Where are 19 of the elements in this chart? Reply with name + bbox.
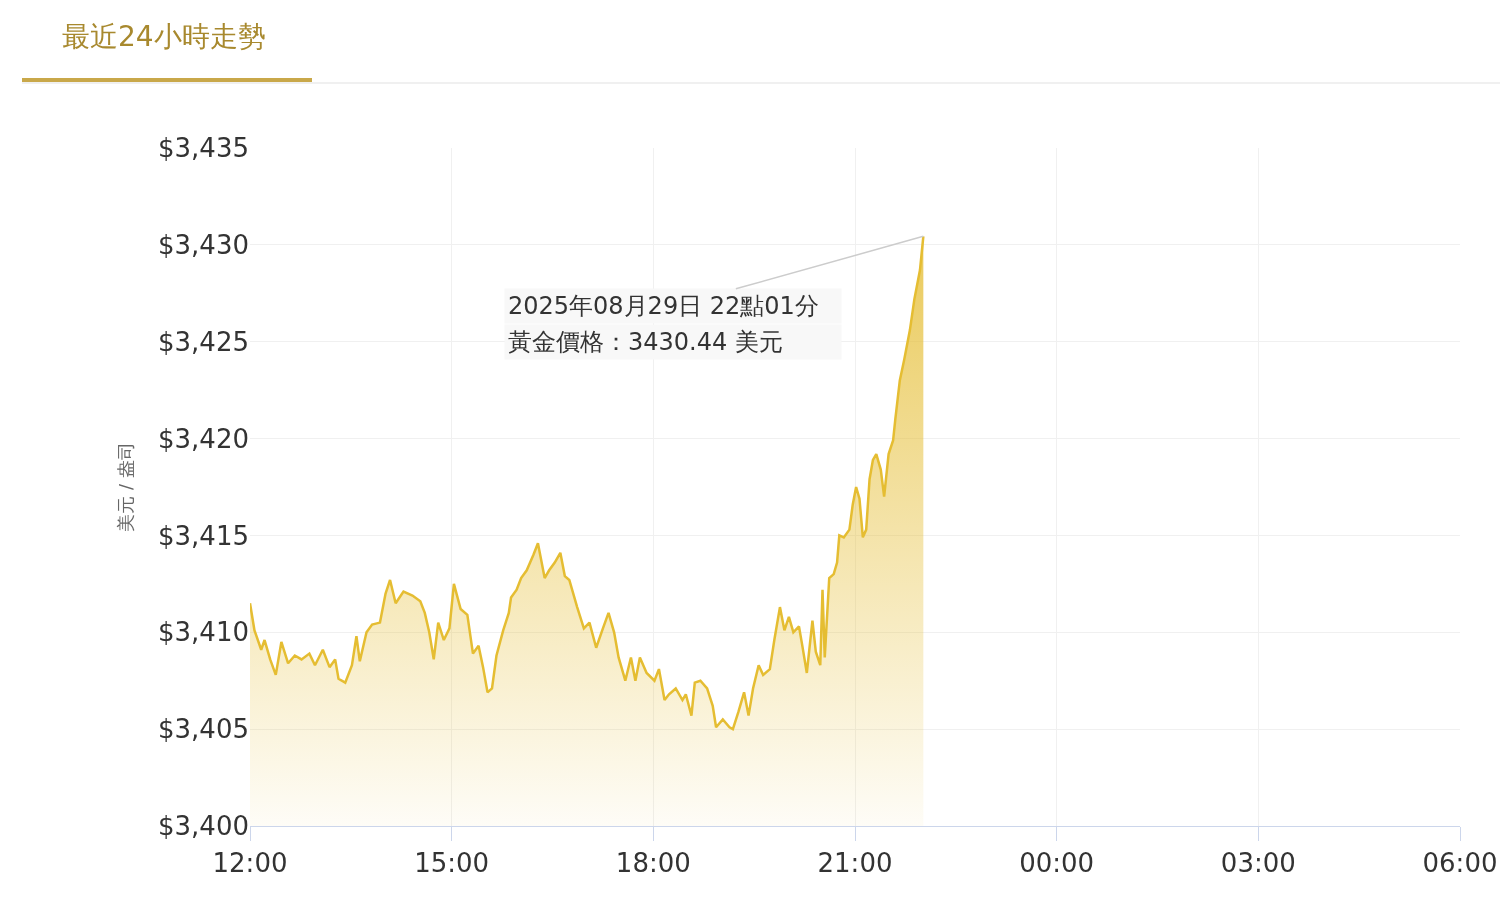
y-tick-label: $3,415: [158, 520, 249, 551]
x-tick-label: 12:00: [212, 848, 288, 879]
x-tick-label: 18:00: [615, 848, 691, 879]
y-tick-label: $3,410: [158, 617, 249, 648]
x-tick-label: 03:00: [1220, 848, 1296, 879]
y-tick-label: $3,420: [158, 423, 249, 454]
y-tick-label: $3,425: [158, 326, 249, 357]
y-tick-label: $3,405: [158, 714, 249, 745]
y-tick-label: $3,435: [158, 133, 249, 164]
x-tick-label: 15:00: [414, 848, 490, 879]
x-tick-label: 21:00: [817, 848, 893, 879]
x-tick-label: 00:00: [1019, 848, 1095, 879]
y-tick-label: $3,430: [158, 229, 249, 260]
y-tick-label: $3,400: [158, 811, 249, 842]
annotation: 2025年08月29日 22點01分: [508, 292, 819, 320]
y-axis-title: 美元 / 盎司: [115, 442, 137, 532]
annotation: 黃金價格：3430.44 美元: [508, 328, 783, 356]
chart-title: 最近24小時走勢: [62, 19, 266, 55]
x-tick-label: 06:00: [1422, 848, 1498, 879]
